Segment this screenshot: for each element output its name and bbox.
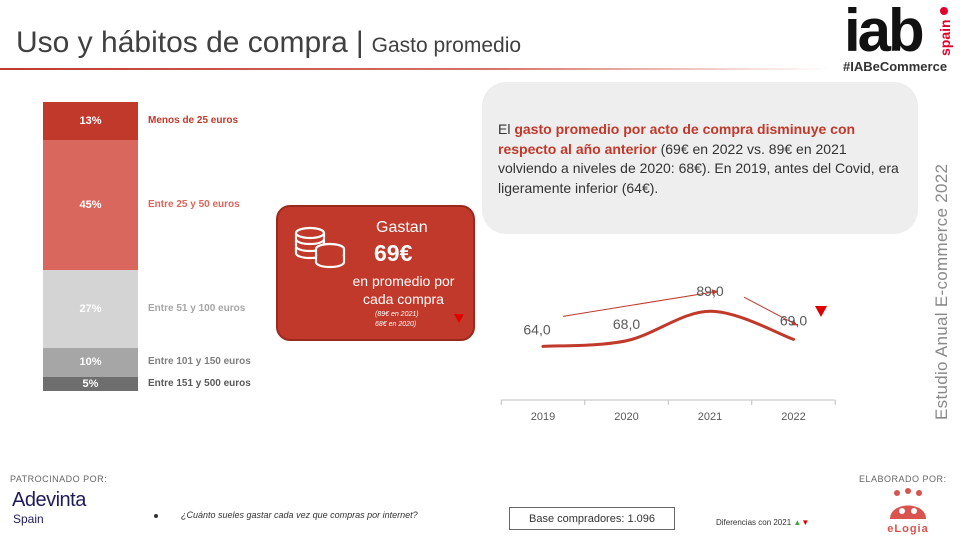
title-separator: |	[355, 26, 364, 59]
bar-segment: 45%	[43, 139, 138, 270]
badge-heading: Gastan	[376, 219, 428, 236]
sponsor-label: PATROCINADO POR:	[10, 474, 108, 484]
data-label: 69,0	[780, 312, 807, 328]
adevinta-logo: Adevinta	[12, 489, 86, 511]
insight-callout: El gasto promedio por acto de compra dis…	[482, 82, 918, 234]
average-spend-line-chart: 64,0 68,0 89,0 69,0 2019 2020 2021 2022	[500, 283, 836, 423]
bar-segment: 10%	[43, 347, 138, 377]
bar-segment-label: Entre 151 y 500 euros	[148, 377, 251, 389]
iab-logo-text: iab	[844, 0, 925, 64]
badge-caption-1: en promedio por	[352, 273, 455, 289]
page-title: Uso y hábitos de compra	[16, 26, 348, 59]
down-trend-arrow-icon	[743, 296, 798, 326]
sample-base-text: Base compradores: 1.096	[529, 512, 655, 525]
difference-legend: Diferencias con 2021 ▲▼	[716, 518, 809, 527]
bar-segment: 27%	[43, 269, 138, 348]
up-trend-arrow-icon	[562, 289, 719, 317]
average-spend-badge: Gastan 69€ en promedio por cada compra (…	[276, 205, 475, 341]
iab-spain-tag: spain	[937, 7, 953, 56]
survey-question: ¿Cuánto sueles gastar cada vez que compr…	[181, 510, 418, 520]
svg-text:spain: spain	[937, 19, 953, 56]
decrease-triangle-icon	[454, 314, 464, 323]
data-label: 89,0	[696, 283, 723, 299]
coins-icon	[294, 226, 346, 269]
badge-value: 69€	[374, 240, 413, 266]
chart-decrease-triangle-icon	[815, 306, 827, 317]
data-label: 68,0	[613, 316, 640, 332]
increase-arrow-icon: ▲	[793, 518, 802, 527]
study-side-title: Estudio Anual E-commerce 2022	[932, 163, 951, 420]
x-tick-label: 2019	[531, 411, 555, 423]
hashtag: #IABeCommerce	[843, 59, 948, 74]
bar-segment-label: Menos de 25 euros	[148, 114, 239, 126]
page-subtitle: Gasto promedio	[371, 34, 522, 57]
svg-text:eLogia: eLogia	[887, 523, 928, 535]
badge-caption-2: cada compra	[363, 291, 444, 307]
bullet-icon	[154, 514, 158, 518]
badge-note-2020: 68€ en 2020)	[375, 321, 417, 328]
bar-segment: 13%	[43, 102, 138, 140]
page-header: Uso y hábitos de compra | Gasto promedio	[16, 26, 521, 66]
elogia-logo: eLogia	[887, 488, 928, 535]
bar-segment-label: Entre 101 y 150 euros	[148, 356, 251, 368]
bar-segment: 5%	[43, 376, 138, 391]
sample-base-box: Base compradores: 1.096	[509, 507, 675, 530]
badge-note-2021: (89€ en 2021)	[375, 311, 419, 318]
insight-highlight: gasto promedio por acto de compra dismin…	[498, 121, 856, 157]
x-tick-label: 2022	[781, 411, 805, 423]
header-divider	[0, 68, 830, 70]
insight-text: El gasto promedio por acto de compra dis…	[498, 120, 908, 198]
series-line	[541, 309, 795, 348]
made-by-label: ELABORADO POR:	[859, 474, 947, 484]
x-tick-label: 2020	[614, 411, 638, 423]
difference-legend-label: Diferencias con 2021	[716, 518, 792, 527]
iab-spain-logo: iab spain	[840, 0, 956, 64]
data-label: 64,0	[523, 321, 550, 337]
bar-segment-label: Entre 25 y 50 euros	[148, 198, 240, 210]
x-tick-label: 2021	[698, 411, 722, 423]
insight-detail: (69€ en 2022 vs. 89€ en 2021 volviendo a…	[498, 140, 899, 196]
bar-segment-label: Entre 51 y 100 euros	[148, 302, 246, 314]
insight-prefix: El	[498, 121, 515, 137]
adevinta-logo-sub: Spain	[13, 512, 44, 526]
decrease-arrow-icon: ▼	[801, 518, 810, 527]
spend-distribution-bar: 13% 45% 27% 10% 5%	[43, 102, 138, 391]
